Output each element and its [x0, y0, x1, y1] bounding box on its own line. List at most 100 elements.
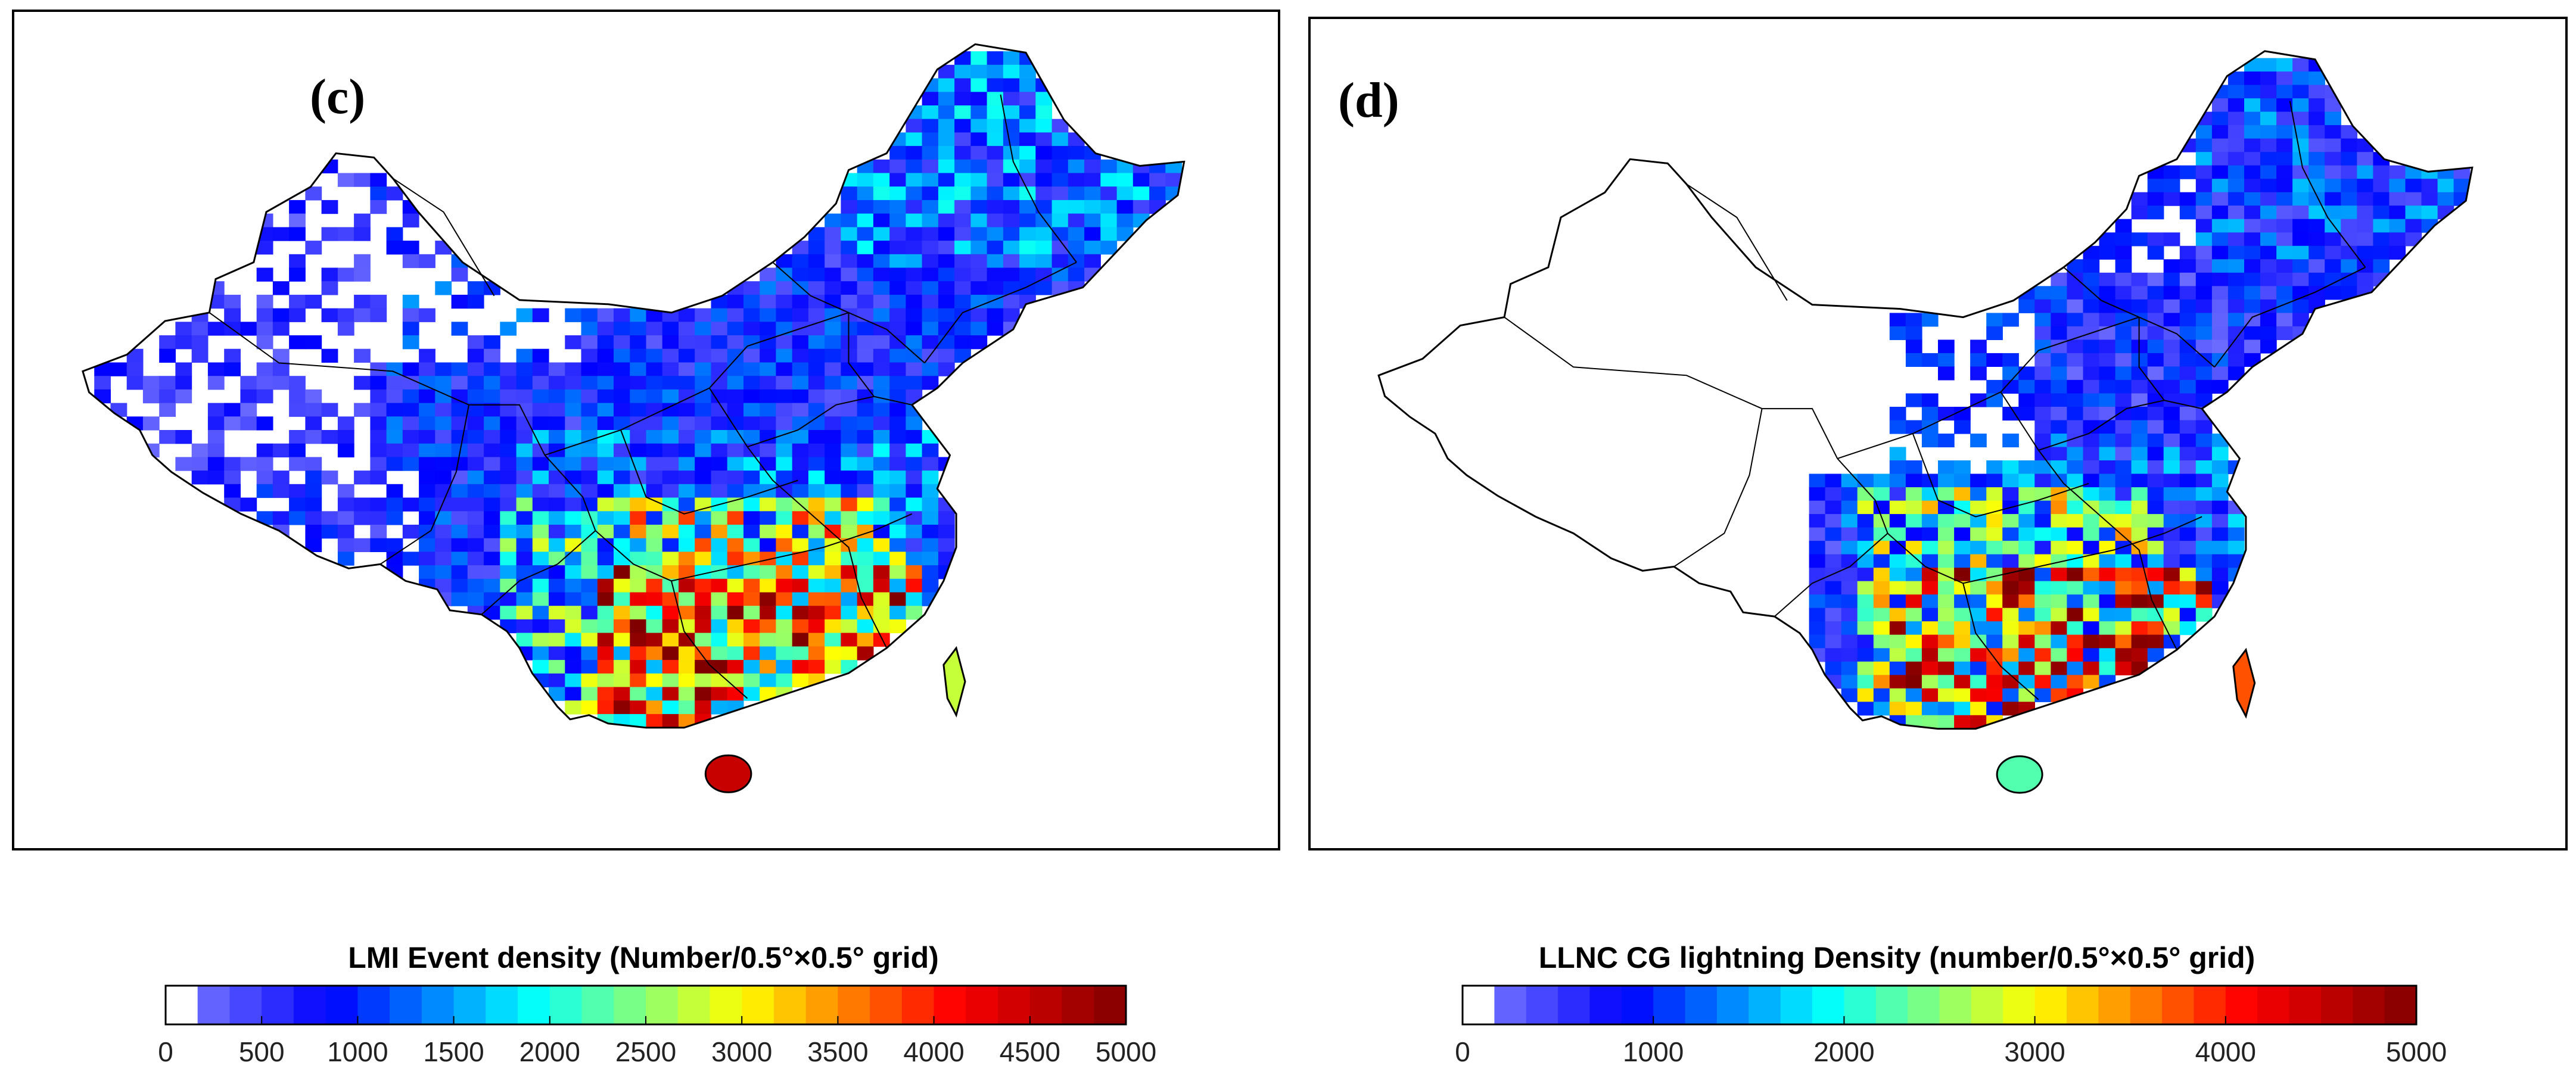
- density-cell: [532, 348, 549, 363]
- density-cell: [825, 511, 841, 525]
- density-cell: [2276, 219, 2293, 233]
- density-cell: [2211, 125, 2229, 139]
- density-cell: [2179, 272, 2197, 286]
- density-cell: [743, 538, 760, 552]
- density-cell: [2115, 527, 2132, 541]
- density-cell: [386, 416, 403, 431]
- density-cell: [1921, 541, 1939, 555]
- colorbar-segment: [2289, 986, 2322, 1024]
- density-cell: [825, 254, 841, 269]
- density-cell: [2051, 313, 2068, 327]
- colorbar-segment: [229, 986, 262, 1024]
- density-cell: [922, 267, 939, 282]
- density-cell: [2325, 111, 2341, 126]
- density-cell: [1809, 607, 1826, 622]
- density-cell: [1905, 607, 1922, 622]
- density-cell: [2325, 192, 2341, 206]
- density-cell: [289, 457, 306, 471]
- density-cell: [1857, 527, 1874, 541]
- density-cell: [321, 511, 338, 525]
- density-cell: [419, 348, 435, 363]
- density-cell: [402, 552, 419, 566]
- density-cell: [792, 267, 809, 282]
- density-cell: [2179, 473, 2197, 488]
- density-cell: [614, 484, 630, 499]
- density-cell: [549, 687, 565, 701]
- density-cell: [256, 376, 273, 390]
- density-cell: [808, 619, 825, 634]
- density-cell: [337, 416, 354, 431]
- density-cell: [1003, 200, 1020, 214]
- density-cell: [662, 687, 679, 701]
- density-cell: [2292, 85, 2309, 99]
- density-cell: [889, 619, 906, 634]
- density-cell: [337, 552, 354, 566]
- density-cell: [987, 146, 1004, 160]
- density-cell: [402, 389, 419, 404]
- density-cell: [1035, 105, 1053, 120]
- density-cell: [516, 362, 533, 376]
- density-cell: [2131, 527, 2148, 541]
- density-cell: [402, 416, 419, 431]
- density-cell: [760, 673, 776, 688]
- density-cell: [2276, 313, 2293, 327]
- density-cell: [581, 322, 598, 336]
- density-cell: [1889, 527, 1906, 541]
- density-cell: [1084, 186, 1101, 201]
- density-cell: [2147, 299, 2164, 313]
- density-cell: [808, 348, 825, 363]
- density-cell: [662, 416, 679, 431]
- density-cell: [1986, 581, 2003, 595]
- density-cell: [207, 430, 225, 444]
- density-cell: [516, 525, 533, 539]
- colorbar-segment: [1029, 986, 1062, 1024]
- density-cell: [873, 376, 890, 390]
- density-cell: [532, 592, 549, 606]
- density-cell: [451, 267, 468, 282]
- density-cell: [549, 457, 565, 471]
- density-cell: [2018, 621, 2035, 635]
- density-cell: [808, 646, 825, 660]
- density-cell: [2309, 71, 2325, 86]
- density-cell: [321, 308, 338, 322]
- density-cell: [305, 416, 322, 431]
- density-cell: [2147, 205, 2164, 220]
- density-cell: [825, 619, 841, 634]
- density-cell: [142, 389, 160, 404]
- density-cell: [370, 376, 387, 390]
- density-cell: [1019, 159, 1036, 174]
- density-cell: [614, 552, 630, 566]
- density-cell: [1035, 213, 1053, 228]
- colorbar-tick-label: 5000: [1096, 1036, 1156, 1067]
- density-cell: [857, 213, 874, 228]
- density-cell: [1905, 634, 1922, 649]
- density-cell: [1986, 326, 2003, 340]
- density-cell: [1889, 500, 1906, 515]
- density-cell: [2099, 581, 2116, 595]
- density-cell: [1921, 675, 1939, 689]
- density-cell: [1905, 581, 1922, 595]
- density-cell: [2163, 514, 2180, 528]
- density-cell: [419, 552, 435, 566]
- density-cell: [938, 132, 955, 147]
- density-cell: [1970, 568, 1987, 582]
- density-cell: [1889, 407, 1906, 421]
- density-cell: [743, 578, 760, 593]
- density-cell: [2389, 245, 2406, 260]
- density-cell: [2018, 473, 2035, 488]
- density-cell: [1921, 661, 1939, 675]
- density-cell: [873, 159, 890, 174]
- density-cell: [2115, 379, 2132, 394]
- density-cell: [825, 403, 841, 417]
- density-cell: [841, 525, 858, 539]
- density-cell: [2276, 98, 2293, 113]
- density-cell: [2034, 460, 2051, 475]
- density-cell: [906, 119, 923, 133]
- density-cell: [386, 362, 403, 376]
- density-cell: [2357, 219, 2373, 233]
- density-cell: [2309, 125, 2325, 139]
- density-cell: [500, 362, 517, 376]
- density-cell: [451, 565, 468, 579]
- density-cell: [1986, 568, 2003, 582]
- density-cell: [1003, 78, 1020, 92]
